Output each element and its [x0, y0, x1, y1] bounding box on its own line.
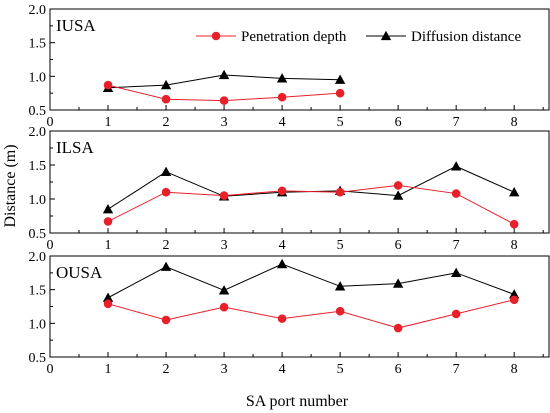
- data-point-diffusion: [102, 292, 114, 302]
- x-tick-label: 1: [105, 115, 112, 130]
- data-point-diffusion: [450, 267, 462, 277]
- x-tick-label: 4: [279, 238, 286, 253]
- plot-frame: [49, 8, 550, 111]
- y-tick-label: 1.5: [29, 159, 47, 174]
- data-point-diffusion: [160, 166, 172, 176]
- series-line-diffusion: [107, 263, 515, 299]
- data-point-penetration: [277, 314, 287, 323]
- legend-marker-diffusion: [380, 30, 392, 41]
- data-point-diffusion: [160, 261, 172, 271]
- x-tick-label: 8: [511, 115, 518, 130]
- legend: Penetration depth Diffusion distance: [196, 29, 521, 45]
- x-tick-label: 3: [221, 238, 228, 253]
- x-tick-label: 0: [47, 362, 54, 377]
- panel-iusa: IUSA 0.5 1.0 1.5 2.0 0 1 2 3 4 5 6 7 8: [29, 3, 550, 130]
- data-point-diffusion: [334, 281, 346, 291]
- x-tick-label: 3: [221, 115, 228, 130]
- legend-marker-penetration: [211, 31, 221, 41]
- x-tick-label: 3: [221, 362, 228, 377]
- x-tick-label: 1: [105, 362, 112, 377]
- data-point-penetration: [103, 80, 113, 90]
- x-tick-label: 0: [47, 238, 54, 253]
- y-tick-label: 0.5: [29, 227, 47, 242]
- data-point-diffusion: [392, 190, 404, 200]
- series-line-penetration: [107, 299, 515, 329]
- x-tick-label: 7: [453, 115, 460, 130]
- x-tick-label: 4: [279, 115, 286, 130]
- y-tick-label: 1.0: [29, 70, 47, 85]
- y-tick-label: 1.5: [29, 37, 47, 52]
- data-point-penetration: [219, 96, 229, 105]
- data-point-diffusion: [508, 187, 520, 197]
- data-point-penetration: [103, 217, 113, 226]
- x-tick-label: 0: [47, 115, 54, 130]
- y-tick-label: 2.0: [29, 125, 47, 140]
- data-point-penetration: [161, 315, 171, 325]
- data-point-diffusion: [218, 69, 230, 80]
- data-point-penetration: [335, 187, 345, 197]
- y-tick-label: 1.0: [29, 193, 47, 208]
- panel-label: IUSA: [56, 16, 96, 35]
- data-point-penetration: [161, 94, 171, 104]
- y-axis-label: Distance (m): [2, 144, 19, 227]
- data-point-diffusion: [102, 204, 114, 214]
- data-point-penetration: [509, 295, 519, 305]
- x-tick-label: 2: [163, 238, 170, 253]
- data-point-diffusion: [508, 289, 520, 299]
- x-tick-label: 5: [337, 238, 344, 253]
- x-tick-label: 7: [453, 238, 460, 253]
- x-tick-label: 2: [163, 362, 170, 377]
- y-tick-label: 0.5: [29, 351, 47, 366]
- data-point-penetration: [219, 191, 229, 200]
- data-point-penetration: [103, 299, 113, 309]
- x-tick-label: 6: [395, 238, 402, 253]
- data-point-penetration: [451, 189, 461, 198]
- y-tick-label: 2.0: [29, 250, 47, 265]
- y-tick-label: 2.0: [29, 3, 47, 18]
- x-tick-label: 4: [279, 362, 286, 377]
- panel-label: ILSA: [56, 138, 95, 157]
- panel-label: OUSA: [56, 263, 103, 282]
- x-tick-label: 6: [395, 115, 402, 130]
- y-tick-label: 1.5: [29, 284, 47, 299]
- panel-ousa: OUSA 0.5 1.0 1.5 2.0 0 1 2 3 4 5 6 7 8: [29, 250, 550, 377]
- data-point-penetration: [509, 219, 519, 229]
- data-point-penetration: [393, 323, 403, 333]
- data-point-penetration: [277, 186, 287, 196]
- data-point-penetration: [277, 92, 287, 102]
- data-point-diffusion: [276, 258, 288, 269]
- x-tick-label: 2: [163, 115, 170, 130]
- legend-label-diffusion: Diffusion distance: [411, 29, 521, 45]
- data-point-penetration: [219, 302, 229, 312]
- data-point-penetration: [393, 181, 403, 190]
- data-point-penetration: [335, 306, 345, 316]
- x-tick-label: 5: [337, 115, 344, 130]
- x-tick-label: 7: [453, 362, 460, 377]
- data-point-diffusion: [334, 74, 346, 84]
- series-line-penetration: [107, 184, 515, 225]
- x-tick-label: 1: [105, 238, 112, 253]
- data-point-penetration: [335, 88, 345, 98]
- data-point-diffusion: [450, 161, 462, 171]
- panel-ilsa: ILSA 0.5 1.0 1.5 2.0 0 1 2 3 4 5 6 7 8: [29, 125, 550, 253]
- data-point-penetration: [161, 187, 171, 197]
- x-axis-label: SA port number: [246, 393, 349, 410]
- data-point-diffusion: [160, 79, 172, 90]
- x-tick-label: 8: [511, 362, 518, 377]
- y-tick-label: 1.0: [29, 317, 47, 332]
- x-tick-label: 5: [337, 362, 344, 377]
- data-point-diffusion: [218, 285, 230, 295]
- data-point-diffusion: [276, 73, 288, 83]
- plot-frame: [49, 130, 550, 234]
- legend-label-penetration: Penetration depth: [241, 29, 347, 45]
- y-tick-label: 0.5: [29, 104, 47, 119]
- x-tick-label: 8: [511, 238, 518, 253]
- data-point-penetration: [451, 309, 461, 319]
- data-point-diffusion: [392, 278, 404, 288]
- x-tick-label: 6: [395, 362, 402, 377]
